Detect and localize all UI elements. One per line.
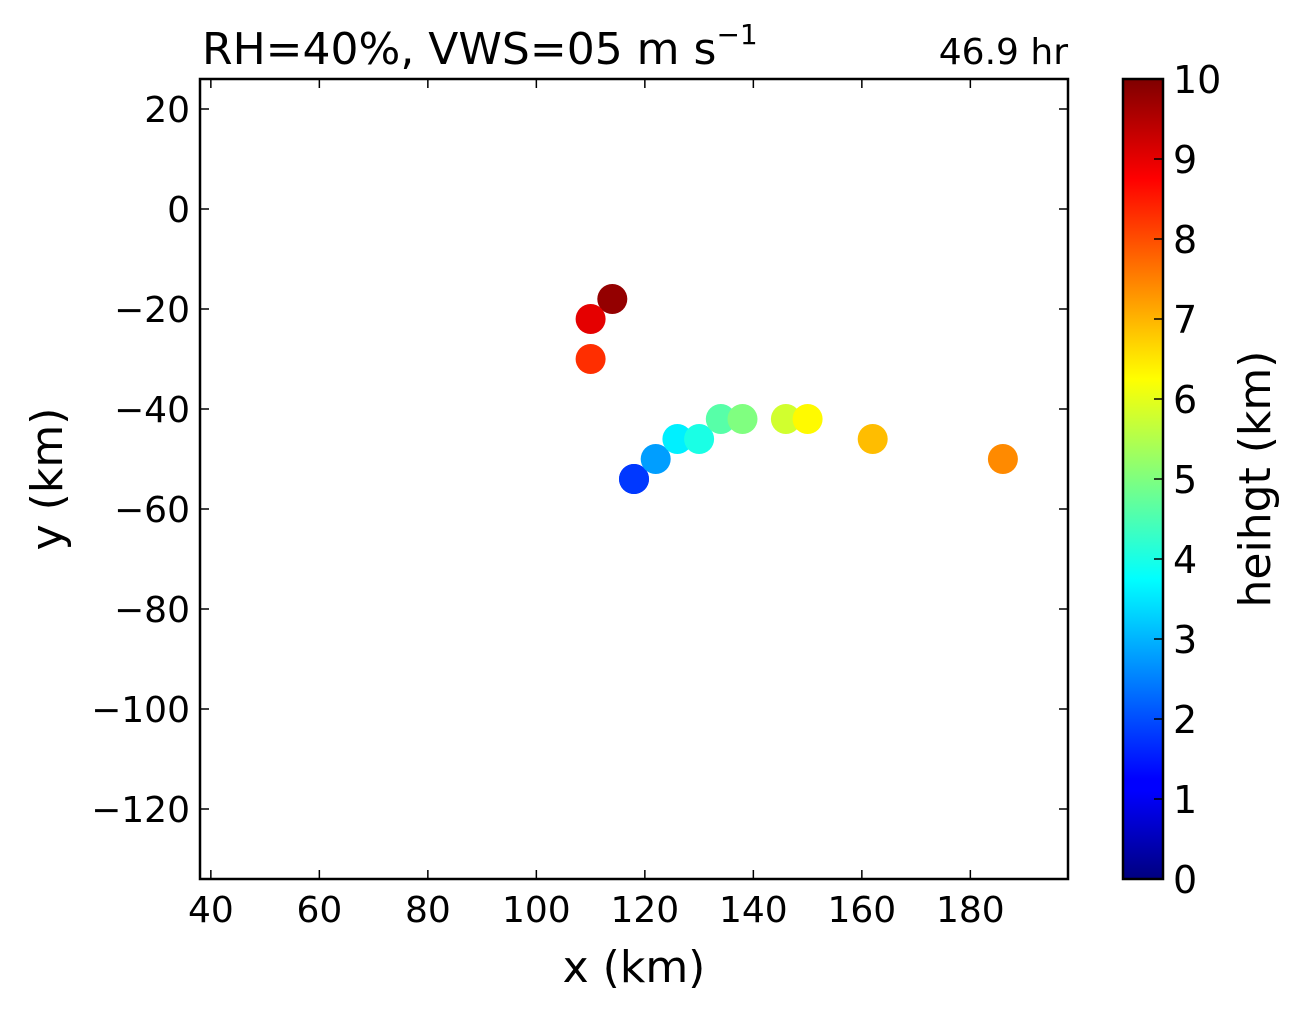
y-tick-label: −80	[114, 590, 190, 631]
chart-title-main: RH=40%, VWS=05 m s	[202, 24, 716, 75]
colorbar-ticks: 0 1 2 3 4 5 6 7 8 9 10	[1154, 58, 1221, 902]
x-axis-ticks: 40 60 80 100 120 140 160 180	[188, 79, 1005, 931]
x-tick-label: 80	[405, 890, 451, 931]
colorbar-tick-label: 9	[1173, 138, 1197, 182]
data-point	[770, 404, 801, 434]
x-tick-label: 180	[936, 890, 1005, 931]
y-tick-label: −60	[114, 490, 190, 531]
chart-title: RH=40%, VWS=05 m s−1	[202, 18, 758, 75]
colorbar-tick-label: 0	[1173, 858, 1197, 902]
data-point	[727, 404, 758, 434]
y-tick-label: −100	[91, 690, 190, 731]
colorbar-tick-label: 6	[1173, 378, 1197, 422]
scatter-points	[575, 284, 1018, 494]
y-tick-label: 20	[144, 90, 190, 131]
data-point	[857, 424, 888, 454]
data-point	[662, 424, 693, 454]
plot-frame	[198, 77, 1070, 881]
colorbar-tick-label: 7	[1173, 298, 1197, 342]
x-tick-label: 140	[719, 890, 788, 931]
data-point	[684, 424, 715, 454]
x-tick-label: 40	[188, 890, 234, 931]
x-tick-label: 120	[610, 890, 679, 931]
y-tick-label: 0	[167, 190, 190, 231]
colorbar-tick-label: 5	[1173, 458, 1197, 502]
y-tick-label: −40	[114, 390, 190, 431]
x-tick-label: 160	[827, 890, 896, 931]
data-point	[575, 344, 606, 374]
data-point	[597, 284, 628, 314]
x-tick-label: 60	[296, 890, 342, 931]
data-point	[987, 444, 1018, 474]
data-point	[640, 444, 671, 474]
x-axis-label: x (km)	[563, 942, 706, 993]
y-axis-label: y (km)	[22, 408, 73, 551]
colorbar-tick-label: 8	[1173, 218, 1197, 262]
x-tick-label: 100	[502, 890, 571, 931]
chart-title-superscript: −1	[716, 18, 757, 51]
colorbar-tick-label: 2	[1173, 698, 1197, 742]
data-point	[619, 464, 649, 494]
colorbar-label: heihgt (km)	[1230, 351, 1281, 608]
y-axis-ticks: 20 0 −20 −40 −60 −80 −100 −120	[91, 90, 1068, 831]
colorbar-tick-label: 3	[1173, 618, 1197, 662]
data-point	[792, 404, 823, 434]
y-tick-label: −120	[91, 790, 190, 831]
colorbar-tick-label: 1	[1173, 778, 1197, 822]
data-point	[705, 404, 736, 434]
y-tick-label: −20	[114, 290, 190, 331]
data-point	[575, 304, 606, 334]
colorbar-tick-label: 4	[1173, 538, 1197, 582]
colorbar-tick-label: 10	[1173, 58, 1221, 102]
time-annotation: 46.9 hr	[939, 32, 1068, 73]
